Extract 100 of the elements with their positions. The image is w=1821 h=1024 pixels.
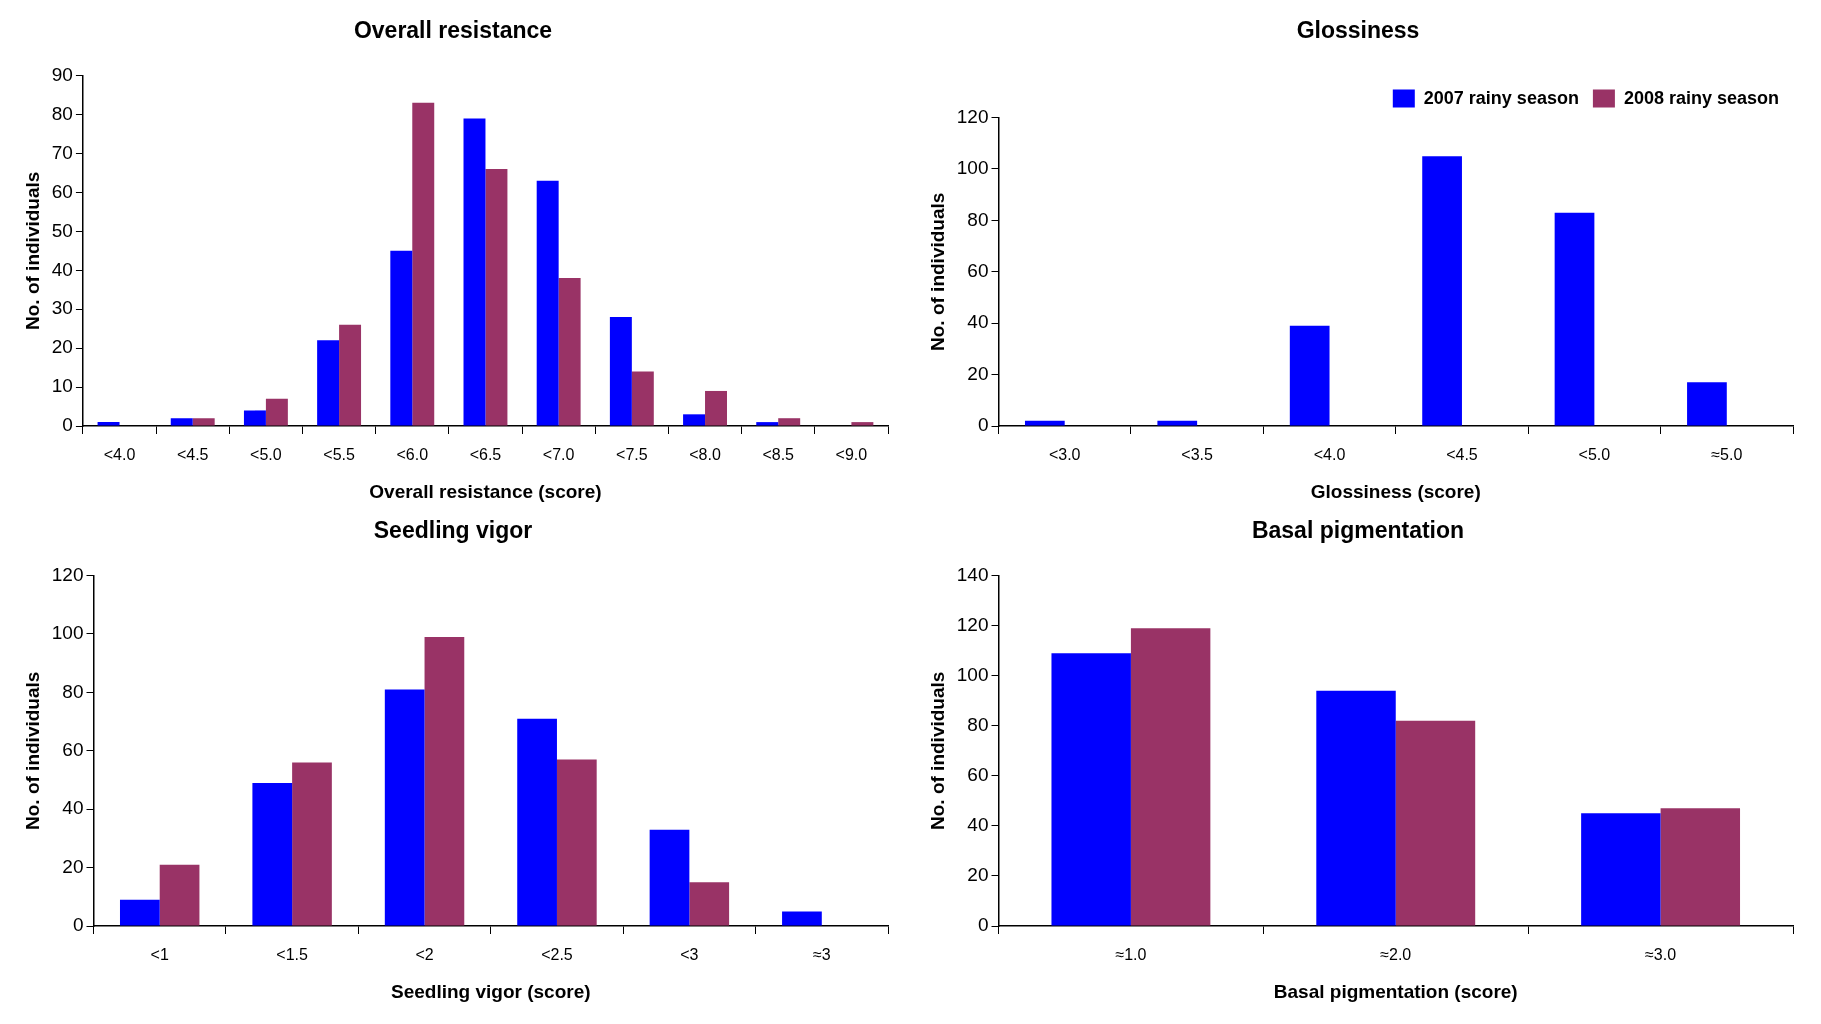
bar	[851, 422, 874, 426]
chart-title: Glossiness	[1296, 17, 1420, 44]
bar	[292, 762, 332, 926]
y-tick-label: 50	[51, 219, 73, 241]
x-tick-label: <8.0	[689, 446, 721, 464]
bar	[463, 118, 486, 426]
y-tick-label: 90	[51, 63, 73, 85]
y-tick-label: 80	[51, 102, 73, 124]
y-tick-label: 20	[967, 362, 989, 384]
x-tick-label: <9.0	[835, 446, 868, 464]
x-tick-label: <8.5	[762, 446, 795, 464]
y-tick-label: 60	[967, 260, 989, 282]
bar	[412, 102, 435, 426]
y-tick-label: 20	[62, 855, 84, 877]
y-tick-label: 0	[72, 914, 84, 936]
y-tick-label: 20	[967, 864, 989, 886]
x-tick-label: <1.5	[276, 946, 309, 964]
bar	[1660, 808, 1741, 926]
y-tick-label: 0	[977, 914, 989, 936]
y-tick-label: 100	[51, 622, 84, 644]
y-tick-label: 40	[51, 258, 73, 280]
y-tick-label: 120	[51, 563, 84, 585]
x-tick-label: <3.5	[1181, 446, 1214, 464]
bar	[384, 689, 425, 926]
bar	[517, 718, 557, 926]
y-tick-label: 0	[977, 414, 989, 436]
bar	[339, 324, 362, 426]
y-axis-title: No. of individuals	[926, 671, 948, 830]
bar	[390, 250, 413, 426]
bar	[243, 410, 266, 426]
bar	[556, 759, 597, 926]
y-tick-label: 20	[51, 336, 73, 358]
bar	[159, 864, 200, 926]
x-tick-label: ≈3.0	[1645, 946, 1677, 964]
x-tick-label: <3.0	[1048, 446, 1081, 464]
bar	[97, 422, 120, 426]
y-tick-label: 140	[956, 563, 989, 585]
bar	[252, 782, 293, 926]
bar	[782, 911, 822, 926]
x-tick-label: <4.5	[1446, 446, 1478, 464]
bar	[317, 340, 340, 426]
y-tick-label: 80	[967, 714, 989, 736]
bar	[1024, 420, 1065, 426]
bar	[1289, 325, 1330, 426]
legend-label: 2007 rainy season	[1423, 87, 1579, 108]
x-tick-label: <7.0	[542, 446, 575, 464]
x-tick-label: <7.5	[616, 446, 648, 464]
bar	[170, 418, 193, 426]
y-tick-label: 60	[51, 180, 73, 202]
x-tick-label: <6.0	[396, 446, 429, 464]
chart-title: Seedling vigor	[373, 517, 533, 544]
y-tick-label: 0	[62, 414, 73, 436]
x-tick-label: <5.0	[1578, 446, 1611, 464]
bar	[649, 829, 690, 926]
x-tick-label: <2	[415, 946, 434, 964]
y-tick-label: 40	[967, 814, 989, 836]
x-axis-title: Seedling vigor (score)	[390, 980, 591, 1002]
y-tick-label: 30	[51, 297, 73, 319]
bar	[609, 316, 632, 426]
x-tick-label: <5.0	[250, 446, 282, 464]
bar	[1395, 720, 1476, 926]
y-tick-label: 70	[51, 141, 73, 163]
bar	[192, 418, 215, 426]
y-tick-label: 100	[956, 663, 989, 685]
y-tick-label: 60	[62, 739, 84, 761]
bar	[1130, 628, 1211, 926]
bar	[631, 371, 654, 426]
bar	[424, 636, 465, 926]
x-tick-label: ≈1.0	[1115, 946, 1147, 964]
x-tick-label: ≈5.0	[1711, 446, 1743, 464]
x-tick-label: <4.0	[1313, 446, 1346, 464]
bar	[756, 422, 779, 426]
x-tick-label: <1	[150, 946, 169, 964]
y-tick-label: 10	[51, 375, 73, 397]
bar	[683, 414, 706, 426]
legend-label: 2008 rainy season	[1623, 87, 1780, 108]
x-axis-title: Basal pigmentation (score)	[1273, 980, 1518, 1002]
bar	[1554, 212, 1595, 426]
bar	[1687, 382, 1727, 426]
x-tick-label: ≈3	[812, 946, 831, 964]
y-axis-title: No. of individuals	[21, 671, 43, 830]
x-tick-label: <6.5	[469, 446, 502, 464]
y-tick-label: 80	[62, 680, 84, 702]
bar	[536, 180, 559, 426]
y-tick-label: 40	[967, 311, 989, 333]
bar	[265, 398, 288, 426]
x-tick-label: <5.5	[323, 446, 355, 464]
y-tick-label: 100	[956, 157, 989, 179]
y-tick-label: 40	[62, 797, 84, 819]
bar	[1316, 690, 1396, 926]
x-tick-label: <2.5	[541, 946, 573, 964]
y-axis-title: No. of individuals	[926, 192, 948, 351]
y-tick-label: 120	[956, 613, 989, 635]
chart-title: Overall resistance	[353, 17, 553, 44]
bar	[485, 169, 508, 426]
y-axis-title: No. of individuals	[21, 171, 43, 330]
y-tick-label: 80	[967, 208, 989, 230]
y-tick-label: 60	[967, 764, 989, 786]
bar	[1051, 653, 1131, 926]
bar	[778, 418, 801, 426]
